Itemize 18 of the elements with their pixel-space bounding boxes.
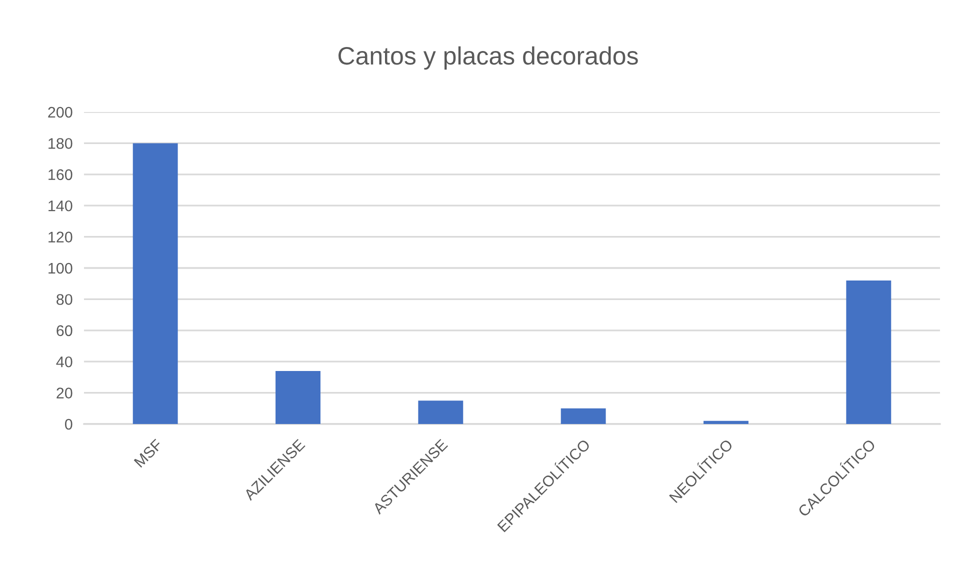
y-tick-label: 200 <box>48 106 72 118</box>
bar <box>132 143 178 424</box>
bar <box>560 408 606 424</box>
bar <box>704 420 748 424</box>
y-tick-label: 40 <box>56 356 72 368</box>
bar <box>846 280 892 424</box>
chart-title: Cantos y placas decorados <box>338 46 638 70</box>
bar <box>276 370 320 424</box>
y-tick-label: 60 <box>56 325 72 336</box>
bar <box>418 400 464 424</box>
y-tick-label: 180 <box>48 138 72 149</box>
y-tick-label: 80 <box>56 294 72 305</box>
y-tick-label: 120 <box>48 232 72 242</box>
y-tick-label: 160 <box>48 169 72 180</box>
y-tick-label: 0 <box>64 418 72 430</box>
y-tick-label: 20 <box>56 388 72 398</box>
y-tick-label: 100 <box>48 262 72 274</box>
y-tick-label: 140 <box>48 200 72 212</box>
